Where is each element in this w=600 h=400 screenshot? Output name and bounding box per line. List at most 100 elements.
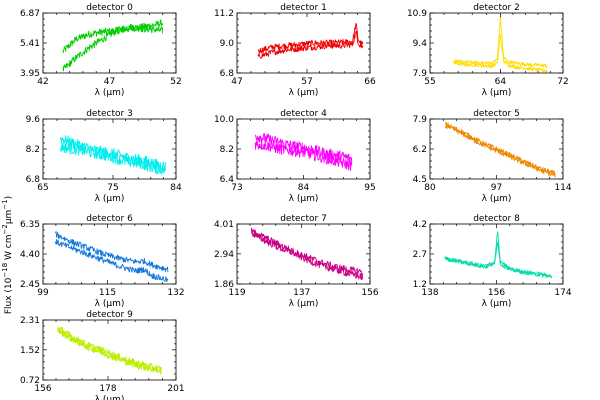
x-tick-label: 97 (491, 183, 502, 193)
panel-detector-1: detector 1 47 57 66 6.8 9.0 11.2 λ (μm) (214, 3, 376, 98)
y-tick-label: 4.5 (413, 175, 427, 185)
x-tick-label: 132 (167, 288, 184, 298)
panel-detector-5: detector 5 80 97 114 4.5 6.2 7.9 λ (μm) (413, 109, 572, 204)
series-line-1 (444, 241, 553, 279)
x-tick-label: 80 (424, 183, 436, 193)
y-tick-label: 6.2 (413, 145, 427, 155)
series-line-0 (250, 227, 364, 275)
panel-title: detector 6 (86, 214, 133, 224)
y-tick-label: 2.94 (214, 250, 234, 260)
x-axis-label: λ (μm) (289, 299, 319, 309)
panel-title: detector 4 (280, 109, 327, 119)
series-line-1 (254, 140, 353, 171)
panel-detector-0: detector 0 42 47 52 3.95 5.41 6.87 λ (μm) (20, 3, 182, 98)
y-tick-label: 10.9 (407, 9, 427, 19)
series-line-0 (257, 23, 364, 54)
y-tick-label: 9.6 (26, 115, 41, 125)
panel-title: detector 7 (280, 214, 327, 224)
x-axis-label: λ (μm) (289, 194, 319, 204)
y-tick-label: 1.2 (413, 280, 427, 290)
y-tick-label: 9.4 (413, 39, 428, 49)
panel-title: detector 5 (473, 109, 520, 119)
panel-title: detector 1 (280, 3, 327, 13)
global-y-axis-label: Flux (10−18 W cm−2μm−1) (1, 196, 14, 314)
series-line-0 (453, 15, 548, 68)
y-tick-label: 10.0 (214, 115, 234, 125)
x-axis-label: λ (μm) (95, 194, 125, 204)
series-line-1 (250, 229, 364, 281)
series-line-1 (57, 327, 162, 376)
y-tick-label: 1.86 (214, 280, 234, 290)
y-tick-label: 4.01 (214, 220, 234, 230)
x-tick-label: 156 (488, 288, 505, 298)
series-line-0 (54, 231, 169, 273)
x-tick-label: 65 (37, 183, 48, 193)
y-tick-label: 7.9 (413, 115, 428, 125)
series-line-0 (62, 19, 164, 53)
y-tick-label: 2.31 (20, 316, 40, 326)
x-tick-label: 137 (293, 288, 310, 298)
panel-detector-6: detector 6 99 115 132 2.45 4.40 6.35 λ (μm) (20, 214, 185, 309)
x-tick-label: 99 (37, 288, 49, 298)
y-tick-label: 2.45 (20, 280, 40, 290)
y-tick-label: 4.40 (20, 250, 40, 260)
x-tick-label: 84 (170, 183, 182, 193)
series-line-1 (257, 30, 364, 59)
x-tick-label: 156 (361, 288, 378, 298)
y-tick-label: 4.2 (413, 220, 427, 230)
x-tick-label: 57 (301, 77, 312, 87)
x-axis-label: λ (μm) (482, 88, 512, 98)
x-axis-label: λ (μm) (95, 299, 125, 309)
x-tick-label: 201 (167, 384, 184, 394)
series-line-1 (54, 238, 169, 283)
y-tick-label: 2.7 (413, 250, 427, 260)
y-tick-label: 8.2 (26, 145, 40, 155)
series-line-1 (62, 23, 164, 72)
panel-detector-3: detector 3 65 75 84 6.8 8.2 9.6 λ (μm) (26, 109, 182, 204)
y-tick-label: 5.41 (20, 39, 40, 49)
panel-detector-7: detector 7 119 137 156 1.86 2.94 4.01 λ (μm) (214, 214, 379, 309)
y-tick-label: 6.87 (20, 9, 40, 19)
x-tick-label: 52 (170, 77, 181, 87)
y-tick-label: 7.9 (413, 69, 428, 79)
x-tick-label: 47 (104, 77, 115, 87)
y-tick-label: 6.8 (220, 69, 235, 79)
x-axis-label: λ (μm) (95, 395, 125, 400)
x-tick-label: 156 (34, 384, 51, 394)
y-tick-label: 6.35 (20, 220, 40, 230)
series-line-0 (444, 231, 553, 278)
x-tick-label: 73 (231, 183, 242, 193)
x-tick-label: 66 (364, 77, 376, 87)
series-line-0 (254, 132, 353, 164)
y-tick-label: 6.8 (26, 175, 41, 185)
panels-layer: detector 042 47 523.955.416.87λ (μm)detect… (20, 3, 572, 400)
panel-detector-2: detector 2 55 64 72 7.9 9.4 10.9 λ (μm) (407, 3, 569, 98)
x-tick-label: 115 (99, 288, 116, 298)
x-tick-label: 55 (424, 77, 435, 87)
x-tick-label: 42 (37, 77, 48, 87)
y-tick-label: 8.2 (220, 145, 234, 155)
x-axis-label: λ (μm) (95, 88, 125, 98)
x-tick-label: 75 (107, 183, 118, 193)
x-tick-label: 64 (495, 77, 507, 87)
x-axis-label: λ (μm) (482, 194, 512, 204)
series-line-1 (60, 142, 166, 175)
x-tick-label: 138 (421, 288, 438, 298)
panel-title: detector 2 (473, 3, 520, 13)
x-tick-label: 95 (364, 183, 375, 193)
series-line-0 (445, 122, 556, 176)
panel-title: detector 0 (86, 3, 133, 13)
x-tick-label: 72 (557, 77, 568, 87)
x-tick-label: 178 (99, 384, 116, 394)
x-axis-label: λ (μm) (289, 88, 319, 98)
panel-detector-8: detector 8 138 156 174 1.2 2.7 4.2 λ (μm) (413, 214, 572, 309)
x-tick-label: 114 (554, 183, 571, 193)
y-tick-label: 0.72 (20, 376, 40, 386)
x-tick-label: 47 (231, 77, 242, 87)
panel-detector-9: detector 9 156 178 201 0.72 1.52 2.31 λ (μm) (20, 310, 185, 400)
y-tick-label: 6.4 (220, 175, 235, 185)
x-axis-label: λ (μm) (482, 299, 512, 309)
panel-title: detector 3 (86, 109, 133, 119)
x-tick-label: 84 (298, 183, 310, 193)
